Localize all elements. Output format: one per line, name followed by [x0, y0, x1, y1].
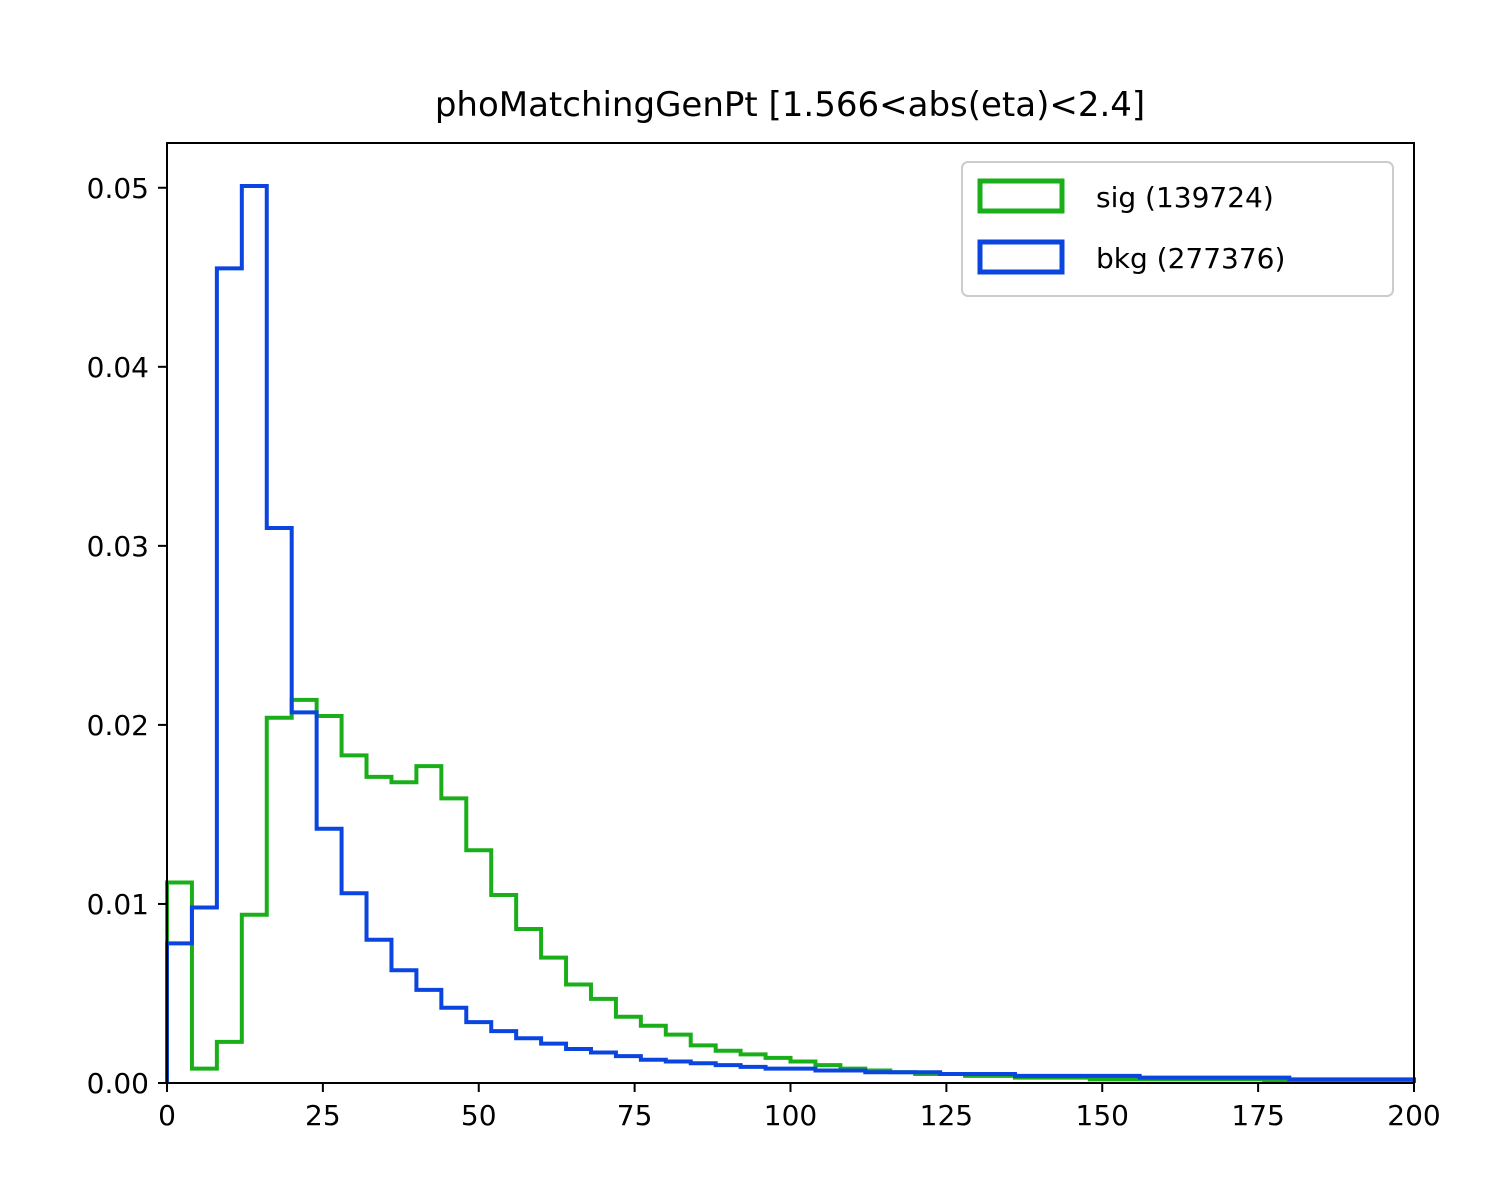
x-tick-label: 0 — [158, 1099, 176, 1132]
legend-label-bkg: bkg (277376) — [1096, 242, 1285, 275]
legend-label-sig: sig (139724) — [1096, 181, 1274, 214]
legend: sig (139724) bkg (277376) — [961, 161, 1394, 297]
legend-box — [961, 161, 1394, 297]
series-layer — [165, 183, 1416, 1084]
y-tick-label: 0.05 — [87, 172, 149, 205]
x-tick-label: 50 — [461, 1099, 497, 1132]
x-tick-label: 175 — [1231, 1099, 1284, 1132]
x-tick-label: 200 — [1387, 1099, 1440, 1132]
series-line-bkg — [165, 183, 1416, 1083]
x-tick-label: 100 — [764, 1099, 817, 1132]
legend-swatch-sig — [977, 178, 1065, 214]
y-tick-label: 0.03 — [87, 530, 149, 563]
chart-title: phoMatchingGenPt [1.566<abs(eta)<2.4] — [435, 85, 1145, 125]
x-tick-label: 25 — [305, 1099, 341, 1132]
x-tick-label: 75 — [617, 1099, 653, 1132]
x-axis: 0 25 50 75 100 125 150 175 200 — [158, 1083, 1441, 1132]
x-tick-label: 150 — [1076, 1099, 1129, 1132]
y-tick-label: 0.01 — [87, 888, 149, 921]
series-line-sig — [165, 697, 1416, 1084]
x-tick-label: 125 — [920, 1099, 973, 1132]
y-tick-label: 0.02 — [87, 709, 149, 742]
y-tick-label: 0.00 — [87, 1067, 149, 1100]
y-tick-label: 0.04 — [87, 351, 149, 384]
y-axis: 0.00 0.01 0.02 0.03 0.04 0.05 — [87, 172, 167, 1100]
legend-swatch-bkg — [977, 239, 1065, 275]
